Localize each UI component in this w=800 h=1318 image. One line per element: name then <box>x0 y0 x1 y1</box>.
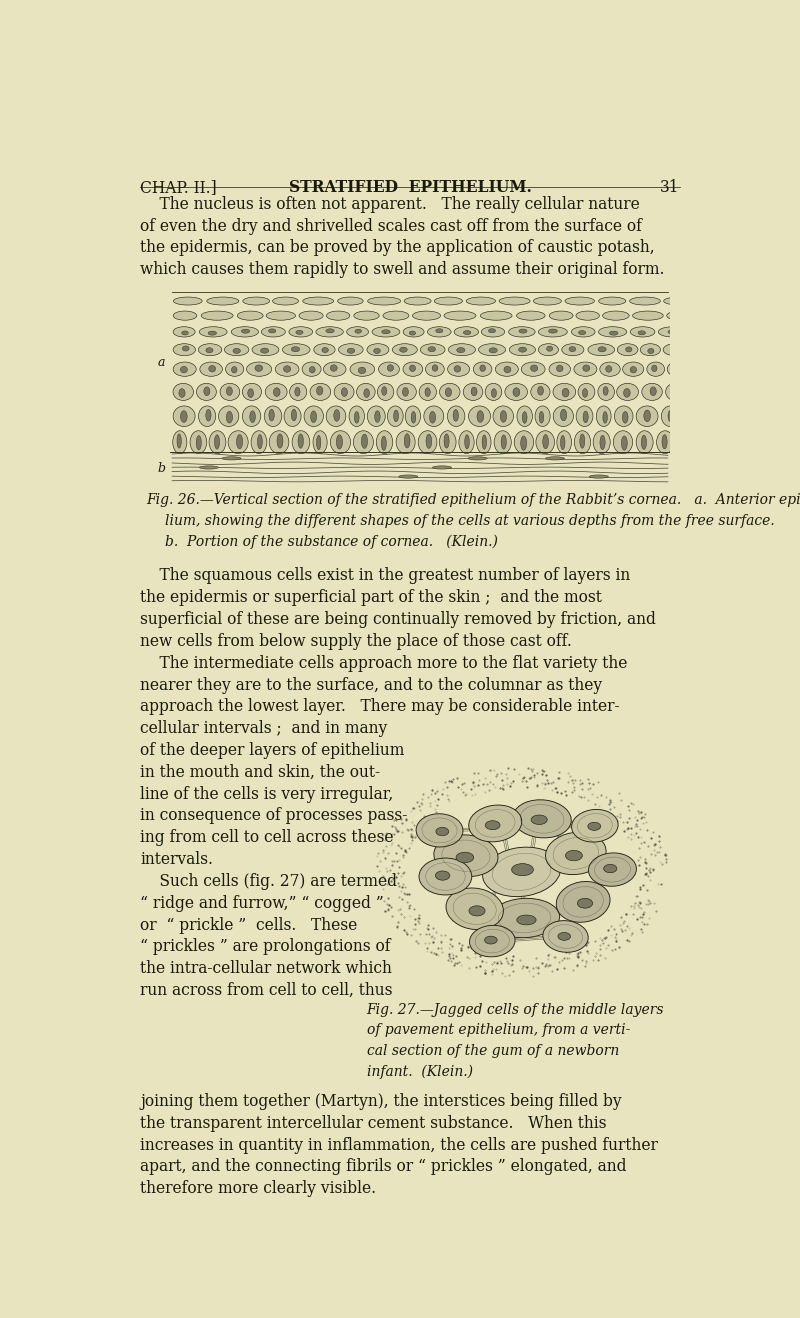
Text: Fig. 27.—Jagged cells of the middle layers: Fig. 27.—Jagged cells of the middle laye… <box>366 1003 664 1016</box>
Text: Such cells (fig. 27) are termed: Such cells (fig. 27) are termed <box>140 873 398 890</box>
Text: superficial of these are being continually removed by friction, and: superficial of these are being continual… <box>140 612 656 629</box>
Text: cellular intervals ;  and in many: cellular intervals ; and in many <box>140 720 387 737</box>
Text: of pavement epithelium, from a verti-: of pavement epithelium, from a verti- <box>366 1023 630 1037</box>
Text: of the deeper layers of epithelium: of the deeper layers of epithelium <box>140 742 405 759</box>
Text: the epidermis, can be proved by the application of caustic potash,: the epidermis, can be proved by the appl… <box>140 240 655 256</box>
Text: increases in quantity in inflammation, the cells are pushed further: increases in quantity in inflammation, t… <box>140 1136 658 1153</box>
Text: in consequence of processes pass-: in consequence of processes pass- <box>140 808 408 825</box>
Text: infant.  (Klein.): infant. (Klein.) <box>366 1065 473 1078</box>
Text: new cells from below supply the place of those cast off.: new cells from below supply the place of… <box>140 633 572 650</box>
Text: line of the cells is very irregular,: line of the cells is very irregular, <box>140 786 394 803</box>
Text: which causes them rapidly to swell and assume their original form.: which causes them rapidly to swell and a… <box>140 261 665 278</box>
Text: The nucleus is often not apparent.   The really cellular nature: The nucleus is often not apparent. The r… <box>140 195 640 212</box>
Text: intervals.: intervals. <box>140 851 214 869</box>
Text: the epidermis or superficial part of the skin ;  and the most: the epidermis or superficial part of the… <box>140 589 602 606</box>
Text: b.  Portion of the substance of cornea.   (Klein.): b. Portion of the substance of cornea. (… <box>165 535 498 548</box>
Text: therefore more clearly visible.: therefore more clearly visible. <box>140 1180 377 1197</box>
Text: approach the lowest layer.   There may be considerable inter-: approach the lowest layer. There may be … <box>140 699 620 716</box>
Text: 31: 31 <box>660 179 680 196</box>
Text: of even the dry and shrivelled scales cast off from the surface of: of even the dry and shrivelled scales ca… <box>140 217 642 235</box>
Text: or  “ prickle ”  cells.   These: or “ prickle ” cells. These <box>140 916 358 933</box>
Text: Fig. 26.—Vertical section of the stratified epithelium of the Rabbit’s cornea.  : Fig. 26.—Vertical section of the stratif… <box>146 493 800 507</box>
Text: STRATIFIED  EPITHELIUM.: STRATIFIED EPITHELIUM. <box>289 179 531 196</box>
Text: apart, and the connecting fibrils or “ prickles ” elongated, and: apart, and the connecting fibrils or “ p… <box>140 1159 627 1176</box>
Text: “ prickles ” are prolongations of: “ prickles ” are prolongations of <box>140 938 391 956</box>
Text: The squamous cells exist in the greatest number of layers in: The squamous cells exist in the greatest… <box>140 568 630 584</box>
Text: lium, showing the different shapes of the cells at various depths from the free : lium, showing the different shapes of th… <box>165 514 775 527</box>
Text: joining them together (Martyn), the interstices being filled by: joining them together (Martyn), the inte… <box>140 1093 622 1110</box>
Text: cal section of the gum of a newborn: cal section of the gum of a newborn <box>366 1044 619 1058</box>
Text: run across from cell to cell, thus: run across from cell to cell, thus <box>140 982 393 999</box>
Text: ing from cell to cell across these: ing from cell to cell across these <box>140 829 394 846</box>
Text: The intermediate cells approach more to the flat variety the: The intermediate cells approach more to … <box>140 655 628 672</box>
Text: CHAP. II.]: CHAP. II.] <box>140 179 217 196</box>
Text: “ ridge and furrow,” “ cogged ”: “ ridge and furrow,” “ cogged ” <box>140 895 384 912</box>
Text: the intra-cellular network which: the intra-cellular network which <box>140 961 392 977</box>
Text: in the mouth and skin, the out-: in the mouth and skin, the out- <box>140 764 381 780</box>
Text: the transparent intercellular cement substance.   When this: the transparent intercellular cement sub… <box>140 1115 606 1132</box>
Text: nearer they are to the surface, and to the columnar as they: nearer they are to the surface, and to t… <box>140 676 602 693</box>
